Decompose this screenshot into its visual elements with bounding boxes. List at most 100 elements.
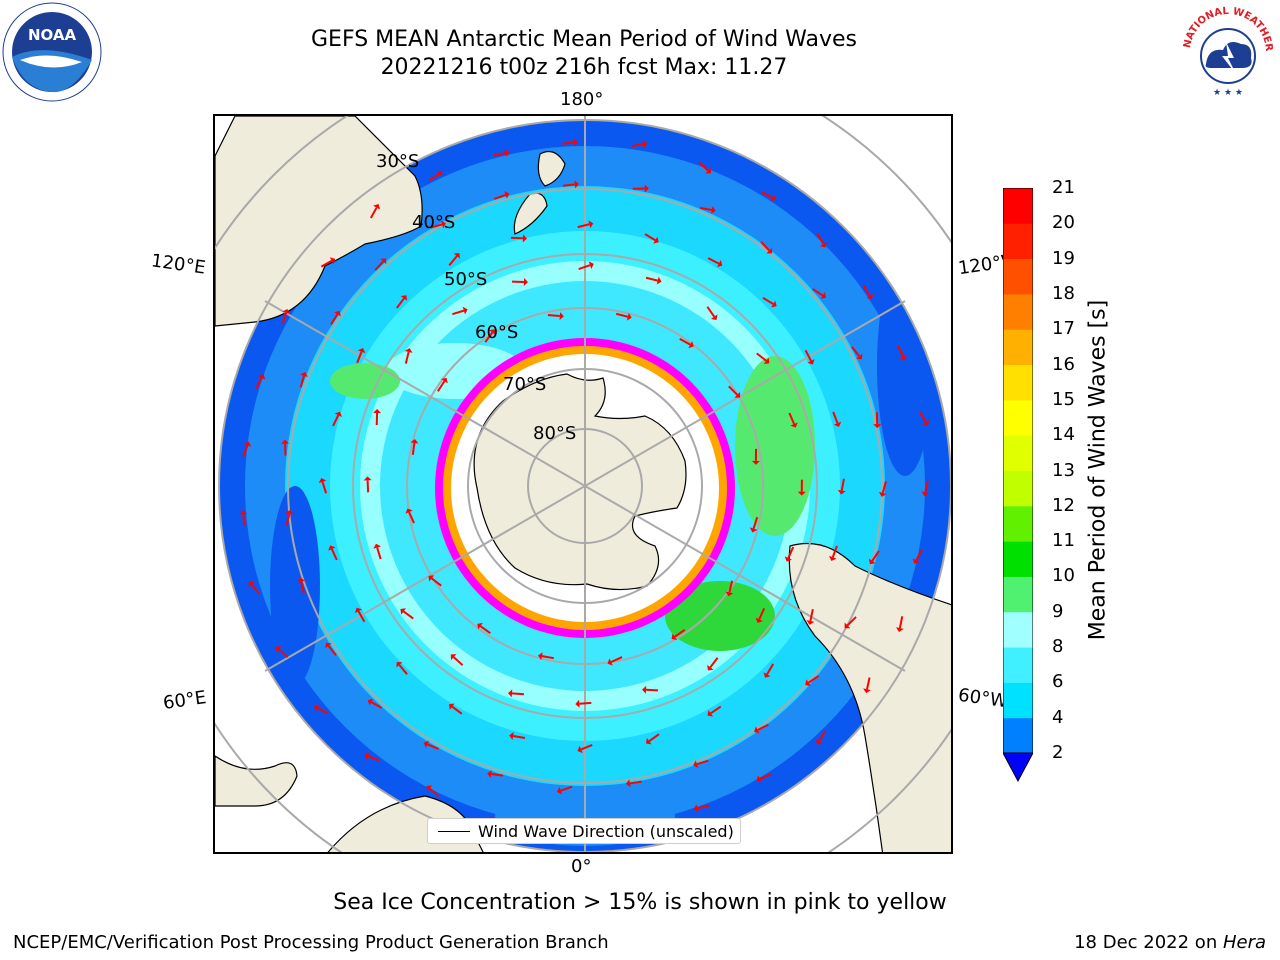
wind-wave-arrowhead	[297, 577, 306, 583]
wind-wave-arrowhead	[325, 642, 332, 649]
colorbar-tick-label: 9	[1052, 600, 1064, 622]
colorbar-tick-label: 20	[1052, 212, 1075, 234]
wind-wave-arrowhead	[329, 257, 336, 265]
footer-date-text: 18 Dec 2022 on	[1074, 932, 1223, 953]
wind-wave-arrowhead	[577, 745, 583, 754]
wind-wave-arrow	[866, 677, 871, 690]
wind-wave-arrow	[809, 608, 814, 622]
wind-wave-arrowhead	[656, 276, 662, 285]
wind-wave-arrowhead	[574, 180, 579, 189]
wind-wave-arrow	[698, 161, 709, 172]
lat-label-30s: 30°S	[376, 151, 420, 172]
wind-wave-arrow	[804, 349, 812, 362]
wind-wave-arrow	[924, 480, 929, 493]
lat-label-40s: 40°S	[412, 212, 456, 233]
antarctica	[473, 373, 687, 591]
wind-wave-arrow	[562, 183, 575, 187]
wind-wave-arrow	[808, 675, 820, 684]
footer-date: 18 Dec 2022 on Hera	[1074, 932, 1266, 953]
lon-label-60e: 60°E	[161, 687, 208, 714]
colorbar-tick-label: 11	[1052, 530, 1075, 552]
colorbar-bin	[1003, 399, 1033, 436]
colorbar-tick-label: 13	[1052, 459, 1075, 481]
wind-wave-arrowhead	[355, 607, 362, 614]
wind-wave-arrowhead	[754, 726, 760, 734]
wind-wave-arrow	[578, 264, 591, 271]
wind-wave-arrowhead	[763, 357, 770, 364]
wind-wave-arrow	[699, 206, 712, 211]
wind-wave-arrowhead	[797, 491, 806, 496]
wind-wave-arrowhead	[749, 527, 758, 533]
wind-wave-arrow	[242, 445, 249, 457]
colorbar-tick-label: 18	[1052, 282, 1075, 304]
wind-wave-arrow	[562, 141, 575, 145]
wind-wave-arrow	[431, 577, 442, 587]
wind-wave-arrowhead	[504, 191, 510, 199]
wind-wave-arrowhead	[509, 732, 514, 740]
wind-wave-arrow	[242, 513, 246, 527]
wind-wave-arrow	[577, 223, 590, 229]
wind-wave-arrow	[541, 655, 554, 660]
wind-wave-arrowhead	[410, 438, 419, 444]
wind-wave-arrow	[832, 411, 839, 424]
wind-wave-arrow	[369, 207, 378, 219]
wind-wave-arrow	[453, 656, 464, 666]
wind-wave-arrowhead	[538, 652, 543, 661]
colorbar-bin	[1003, 293, 1033, 330]
wind-wave-arrow	[374, 260, 385, 271]
wind-wave-arrow	[437, 380, 446, 392]
wind-wave-arrowhead	[373, 408, 382, 414]
wind-wave-arrow	[278, 648, 289, 658]
wind-wave-arrowhead	[285, 509, 294, 515]
colorbar-bin	[1003, 505, 1033, 542]
wind-wave-arrow	[728, 580, 734, 593]
wind-wave-arrow	[428, 173, 440, 182]
wind-wave-arrowhead	[477, 622, 483, 630]
wind-wave-arrow	[644, 233, 656, 242]
svg-text:★ ★ ★: ★ ★ ★	[1213, 88, 1243, 98]
colorbar-bin	[1003, 611, 1033, 648]
wind-wave-arrow	[812, 288, 824, 297]
wind-wave-arrowhead	[771, 300, 777, 308]
wind-wave-arrow	[285, 513, 291, 526]
wind-wave-arrowhead	[763, 672, 771, 678]
wind-wave-arrow	[493, 193, 506, 200]
colorbar-bin	[1003, 470, 1033, 507]
wind-wave-arrow	[250, 583, 261, 595]
wind-wave-arrow	[766, 663, 775, 675]
wind-wave-arrowhead	[441, 220, 446, 229]
wind-wave-arrowhead	[707, 664, 714, 671]
wind-wave-arrowhead	[705, 167, 711, 174]
noaa-logo: NOAA	[2, 2, 102, 102]
wind-wave-arrowhead	[625, 779, 631, 788]
wind-wave-arrow	[756, 352, 767, 362]
wind-wave-arrow	[411, 442, 416, 455]
lat-label-80s: 80°S	[533, 423, 577, 444]
wind-wave-arrow	[831, 545, 838, 558]
wind-wave-arrowhead	[436, 170, 443, 178]
wind-wave-arrow	[491, 773, 504, 777]
wind-wave-arrowhead	[508, 689, 513, 698]
colorbar-tick-label: 15	[1052, 388, 1075, 410]
wind-wave-arrow	[300, 581, 305, 594]
wind-wave-arrow	[862, 285, 871, 297]
colorbar-bin	[1003, 435, 1033, 471]
wind-wave-arrowhead	[922, 420, 930, 426]
wind-wave-arrow	[430, 223, 443, 229]
wind-wave-arrowhead	[364, 752, 370, 760]
wind-wave-arrowhead	[314, 704, 320, 712]
wind-wave-arrow	[752, 516, 759, 529]
wind-wave-arrowhead	[734, 392, 741, 398]
wind-wave-arrow	[299, 375, 305, 388]
wind-wave-arrowhead	[504, 149, 510, 157]
lat-label-60s: 60°S	[475, 322, 519, 343]
wind-wave-arrow	[758, 607, 766, 620]
wind-wave-arrow	[759, 773, 772, 780]
wind-wave-arrow	[511, 692, 525, 696]
wind-wave-arrowhead	[770, 194, 776, 202]
wind-wave-arrow	[255, 377, 263, 389]
wind-wave-arrow	[629, 780, 642, 785]
wind-wave-arrowhead	[334, 310, 341, 317]
wind-wave-arrowhead	[833, 421, 842, 427]
wind-wave-arrow	[330, 313, 339, 325]
